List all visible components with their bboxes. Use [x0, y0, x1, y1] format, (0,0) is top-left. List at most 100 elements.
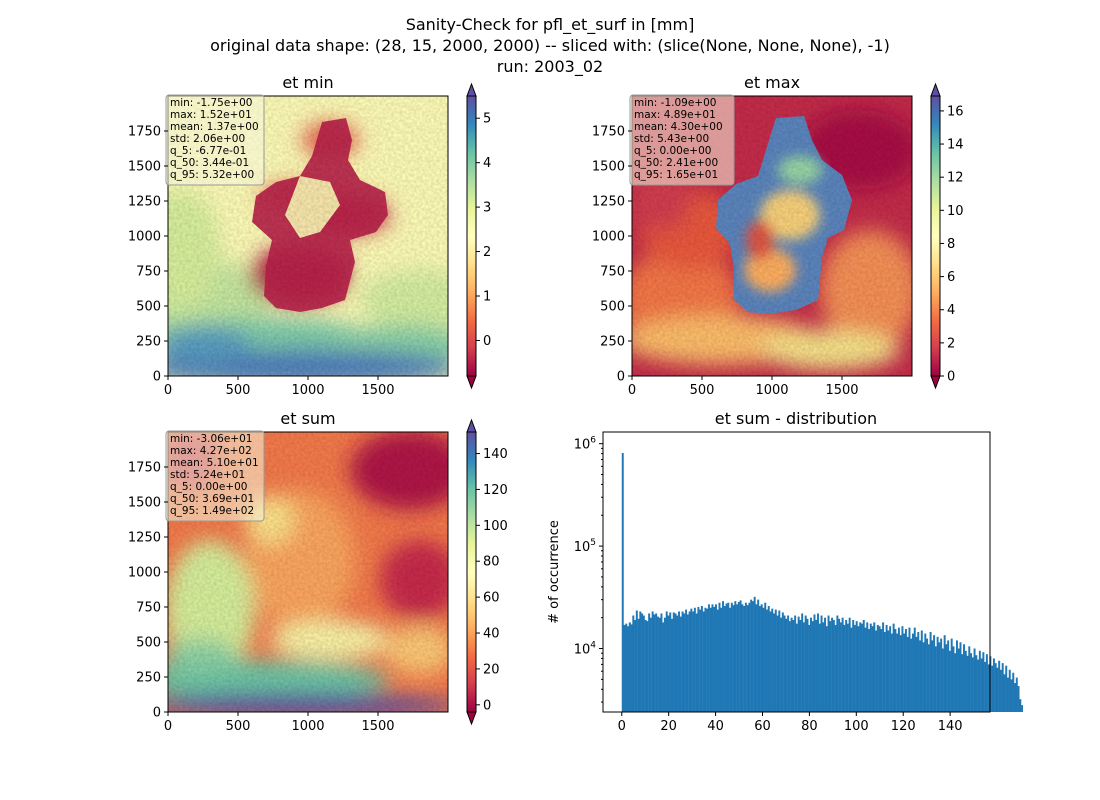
histogram-bar	[727, 602, 730, 712]
histogram-bar	[714, 604, 717, 712]
y-tick-label: 250	[600, 335, 625, 350]
histogram-bar	[855, 621, 858, 712]
y-tick-label: 106	[574, 436, 597, 453]
stat-line: q_95: 5.32e+00	[170, 169, 254, 181]
histogram-bar	[959, 642, 962, 712]
histogram-bar	[948, 650, 951, 712]
y-tick-label: 1500	[128, 160, 161, 175]
histogram-bar	[697, 606, 700, 712]
histogram-bar	[771, 608, 774, 712]
histogram-bar	[695, 613, 698, 712]
y-tick-label: 105	[574, 538, 596, 555]
histogram-bar	[901, 626, 904, 712]
colorbar-tick-label: 6	[947, 270, 955, 285]
y-tick-label: 250	[136, 335, 161, 350]
colorbar-tick-label: 14	[947, 138, 964, 153]
x-tick-label: 0	[164, 719, 172, 734]
histogram-bar	[674, 613, 677, 712]
histogram-bar	[748, 602, 751, 712]
histogram-bar	[713, 606, 716, 712]
y-tick-label: 750	[600, 265, 625, 280]
histogram-bar	[655, 613, 658, 712]
histogram-bar	[685, 609, 688, 712]
histogram-bar	[634, 619, 637, 712]
panel-title-et-sum-distribution: et sum - distribution	[715, 409, 877, 428]
histogram-bar	[725, 603, 728, 712]
histogram-bar	[892, 623, 895, 712]
histogram-bar	[952, 646, 955, 712]
histogram-bar	[711, 604, 714, 712]
histogram-bar	[671, 618, 673, 712]
histogram-bar	[802, 622, 805, 712]
colorbar-tick-label: 3	[483, 201, 491, 216]
histogram-bar	[639, 611, 642, 712]
y-tick-label: 500	[136, 636, 161, 651]
histogram-bar	[931, 640, 934, 712]
y-tick-label: 1750	[128, 125, 161, 140]
histogram-bar	[678, 611, 681, 712]
histogram-bar	[681, 611, 684, 712]
histogram-bar	[641, 613, 644, 712]
histogram-bar	[736, 604, 739, 712]
y-tick-label: 1000	[128, 230, 161, 245]
x-tick-label: 1500	[361, 719, 394, 734]
histogram-bar	[660, 613, 663, 712]
stats-box-et-max: min: -1.09e+00 max: 4.89e+01 mean: 4.30e…	[629, 94, 735, 186]
histogram-bar	[704, 607, 707, 712]
histogram-bar	[919, 640, 922, 712]
histogram-bar	[996, 667, 999, 712]
y-tick-label: 1500	[592, 160, 625, 175]
histogram-bar	[975, 655, 978, 712]
histogram-bar	[964, 650, 967, 712]
histogram-bar	[755, 604, 758, 712]
histogram-bar	[943, 635, 946, 712]
x-tick-label: 500	[226, 383, 251, 398]
histogram-bar	[978, 650, 981, 712]
histogram-bar	[706, 608, 709, 712]
y-tick-label: 750	[136, 265, 161, 280]
histogram-bar	[941, 648, 944, 712]
y-tick-label: 104	[574, 641, 597, 658]
histogram-bar	[628, 622, 631, 712]
stat-line: q_5: -6.77e-01	[170, 145, 246, 157]
histogram-bar	[656, 616, 659, 712]
histogram-bar	[977, 659, 980, 712]
histogram-bar	[795, 623, 798, 712]
histogram-bar	[1014, 683, 1016, 712]
histogram-bar	[692, 611, 695, 712]
histogram-bar	[864, 627, 867, 712]
histogram-bar	[1010, 679, 1013, 712]
histogram-bar	[926, 638, 929, 712]
histogram-bar	[621, 453, 624, 712]
histogram-bar	[966, 655, 969, 712]
histogram-bar	[887, 630, 890, 712]
colorbar-tick-label: 0	[947, 370, 955, 385]
histogram-bar	[917, 631, 920, 712]
histogram-bar	[686, 614, 689, 712]
histogram-bar	[954, 653, 957, 712]
histogram-bar	[869, 623, 872, 712]
histogram-bar	[737, 601, 740, 712]
histogram-bar	[913, 627, 916, 712]
histogram-bar	[998, 660, 1001, 712]
histogram-bar	[817, 613, 819, 712]
histogram-bar	[774, 609, 777, 712]
tick-layer: 0 500 1000 15000250500750100012501500175001…	[128, 104, 964, 734]
stat-line: q_5: 0.00e+00	[634, 145, 711, 157]
y-tick-label: 1000	[128, 566, 161, 581]
histogram-bar	[757, 599, 760, 712]
histogram-bar	[707, 604, 710, 712]
histogram-bar	[672, 612, 675, 712]
histogram-bar	[797, 616, 800, 712]
histogram-bar	[764, 602, 767, 712]
histogram-bar	[882, 622, 885, 712]
colorbar-et-min	[466, 82, 477, 390]
histogram-bar	[790, 617, 793, 712]
histogram-bar	[723, 606, 726, 712]
histogram-bar	[1008, 669, 1011, 712]
colorbar-tick-label: 16	[947, 104, 964, 119]
histogram-bar	[922, 642, 925, 712]
panel-title-et-min: et min	[282, 73, 333, 92]
histogram-bar	[982, 652, 985, 712]
stat-line: max: 4.89e+01	[634, 109, 716, 121]
